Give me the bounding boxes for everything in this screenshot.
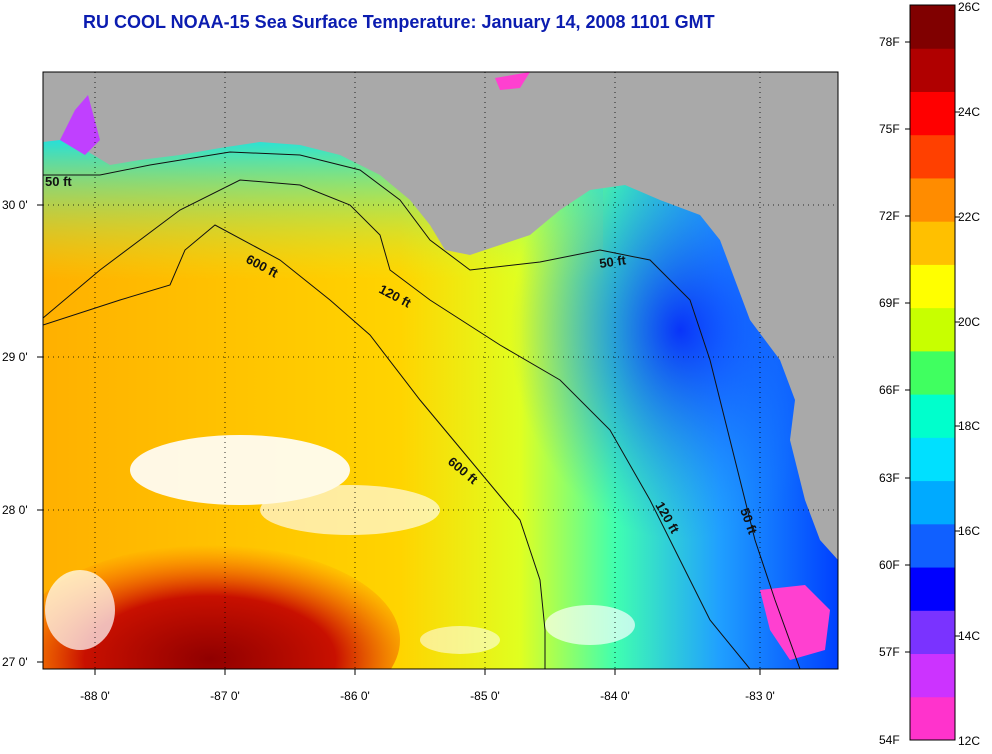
cloud-cover bbox=[45, 435, 635, 654]
lat-label: 27 0' bbox=[2, 655, 28, 669]
mobile-bay bbox=[60, 95, 100, 155]
lat-labels: 30 0' 29 0' 28 0' 27 0' bbox=[2, 198, 28, 669]
lon-label: -85 0' bbox=[470, 689, 500, 703]
isobath-50ft bbox=[43, 151, 801, 669]
land-mass bbox=[43, 72, 838, 560]
lon-label: -87 0' bbox=[210, 689, 240, 703]
lat-label: 29 0' bbox=[2, 350, 28, 364]
axis-ticks bbox=[37, 204, 761, 675]
isobath-120ft bbox=[43, 179, 751, 669]
contour-label: 50 ft bbox=[45, 174, 72, 189]
isobath-600ft bbox=[43, 224, 546, 669]
contour-label: 50 ft bbox=[598, 252, 627, 271]
plot-frame bbox=[42, 71, 839, 670]
lat-label: 30 0' bbox=[2, 198, 28, 212]
lon-label: -84 0' bbox=[600, 689, 630, 703]
lat-label: 28 0' bbox=[2, 503, 28, 517]
isobaths bbox=[43, 151, 801, 669]
map-title: RU COOL NOAA-15 Sea Surface Temperature:… bbox=[83, 12, 715, 32]
tampa-bay-area bbox=[760, 585, 830, 660]
sst-field: 50 ft 600 ft 120 ft 50 ft 600 ft 120 ft … bbox=[43, 72, 838, 669]
lon-labels: -88 0' -87 0' -86 0' -85 0' -84 0' -83 0… bbox=[80, 689, 775, 703]
lon-label: -83 0' bbox=[745, 689, 775, 703]
warm-loop-current bbox=[43, 545, 400, 669]
lon-label: -88 0' bbox=[80, 689, 110, 703]
lon-label: -86 0' bbox=[340, 689, 370, 703]
inland-lake bbox=[495, 72, 530, 90]
